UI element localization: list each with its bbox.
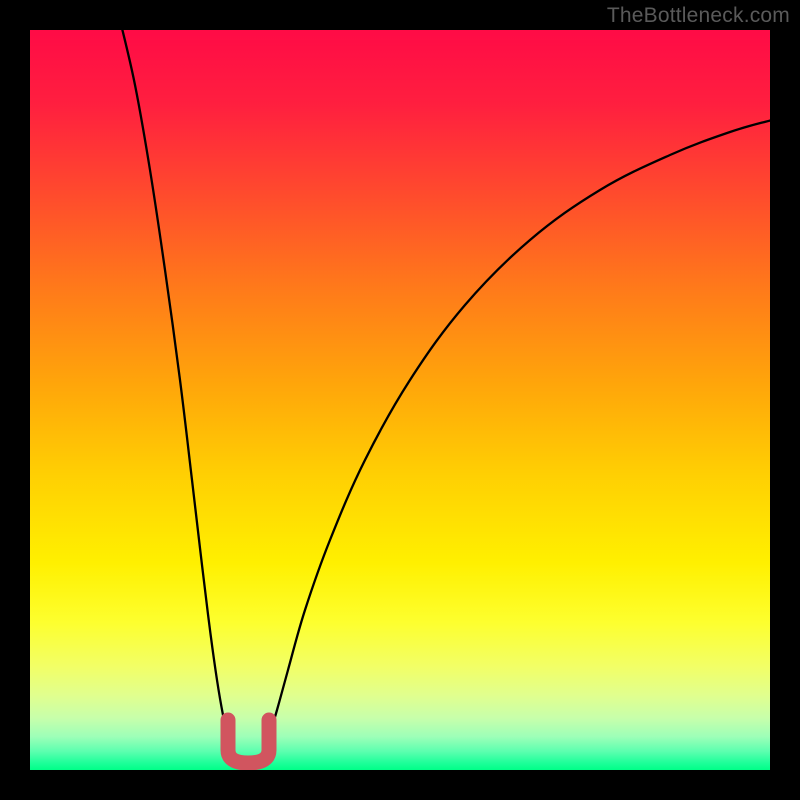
watermark-text: TheBottleneck.com	[607, 4, 790, 28]
heat-gradient-background	[30, 30, 770, 770]
plot-area	[30, 30, 770, 770]
